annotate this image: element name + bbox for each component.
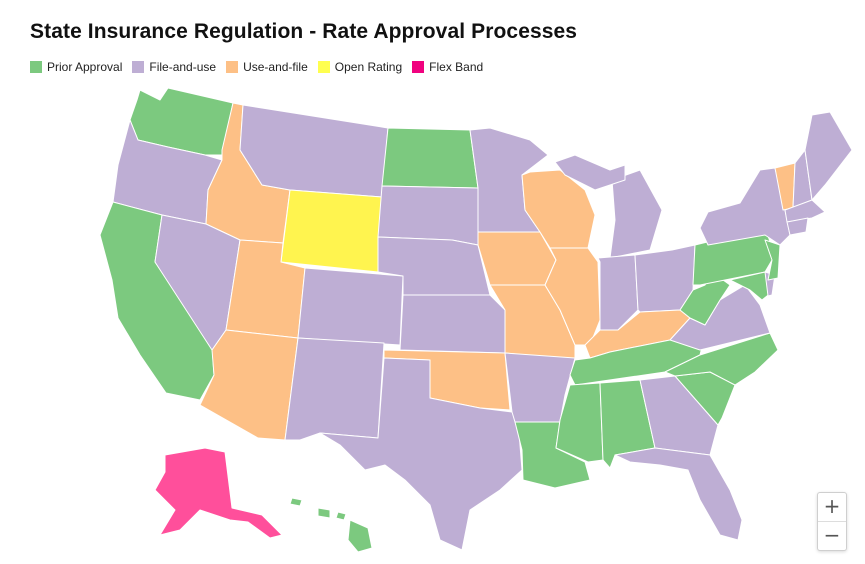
state-maryland[interactable] [729,271,773,301]
legend-label: Flex Band [429,60,484,74]
state-kansas[interactable] [399,294,506,354]
state-arizona[interactable] [199,329,299,441]
state-illinois[interactable] [544,247,601,346]
state-maine[interactable] [804,111,853,201]
state-michigan[interactable] [609,169,663,259]
legend-swatch [226,61,239,73]
state-connecticut[interactable] [786,217,809,236]
legend-swatch [30,61,42,73]
state-hawaii-island[interactable] [335,511,347,521]
state-hawaii[interactable] [347,519,373,553]
legend: Prior Approval File-and-use Use-and-file… [30,60,493,74]
legend-label: Use-and-file [243,60,308,74]
legend-item-open-rating[interactable]: Open Rating [317,60,403,74]
legend-item-use-and-file[interactable]: Use-and-file [226,60,308,74]
legend-swatch [132,61,145,73]
state-new-york[interactable] [699,167,791,246]
zoom-out-button[interactable]: − [818,521,846,550]
state-colorado[interactable] [297,267,404,346]
state-massachusetts[interactable] [784,199,826,223]
state-iowa[interactable] [477,231,557,286]
state-north-dakota[interactable] [381,127,479,189]
legend-item-prior-approval[interactable]: Prior Approval [30,60,122,74]
legend-item-flex-band[interactable]: Flex Band [412,60,483,74]
state-montana[interactable] [239,104,389,198]
state-florida[interactable] [614,447,743,541]
state-alaska[interactable] [154,447,283,539]
state-south-dakota[interactable] [377,185,479,246]
zoom-in-button[interactable]: + [823,494,841,518]
state-hawaii-island[interactable] [317,507,331,519]
legend-label: Open Rating [334,60,403,74]
state-georgia[interactable] [639,375,719,456]
state-new-jersey[interactable] [764,239,781,281]
state-michigan-upper[interactable] [554,154,626,191]
legend-swatch [412,61,425,73]
legend-label: File-and-use [149,60,217,74]
state-wyoming[interactable] [280,189,383,273]
map-title: State Insurance Regulation - Rate Approv… [30,20,578,43]
state-hawaii-island[interactable] [289,497,303,507]
zoom-control: + − [817,492,847,551]
state-texas[interactable] [319,357,523,551]
state-new-mexico[interactable] [284,337,385,441]
legend-swatch [317,61,330,73]
state-north-carolina[interactable] [664,332,779,386]
state-west-virginia[interactable] [679,271,731,326]
legend-item-file-and-use[interactable]: File-and-use [132,60,216,74]
legend-label: Prior Approval [47,60,123,74]
